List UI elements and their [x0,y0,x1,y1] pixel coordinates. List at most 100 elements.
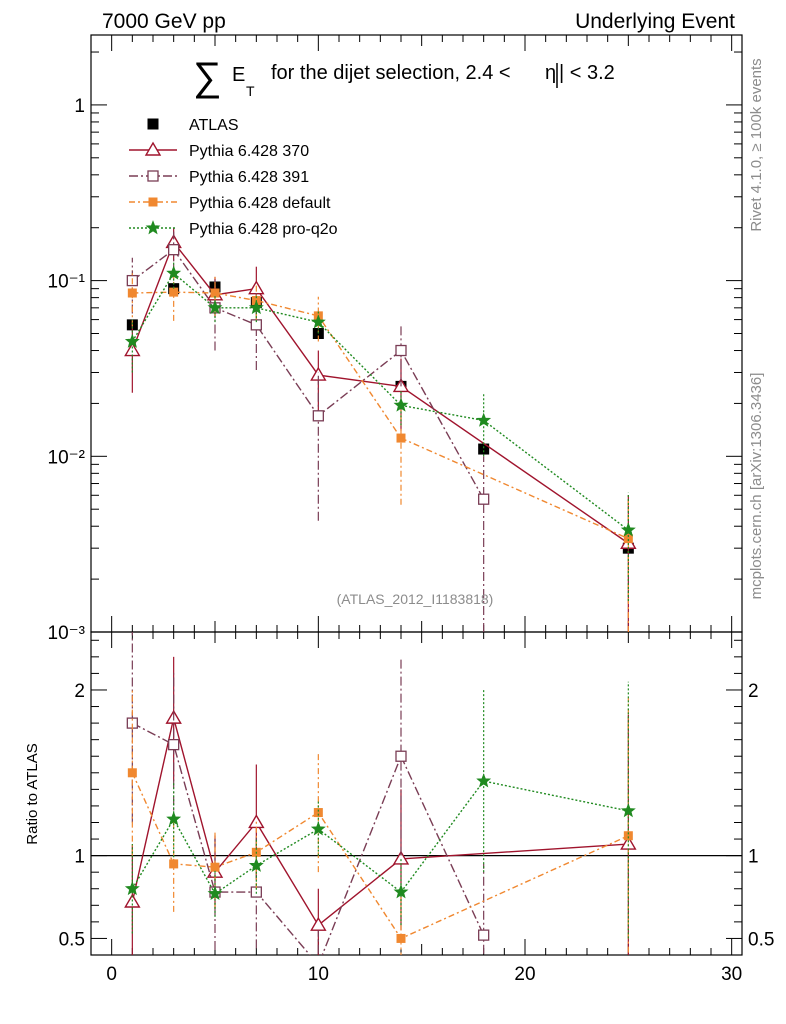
legend-marker [147,118,159,130]
legend-label: Pythia 6.428 370 [189,143,309,160]
x-tick-label: 0 [106,964,117,985]
ratio-point [476,773,492,788]
chart-title: ∑ E T for the dijet selection, 2.4 < η |… [193,55,615,99]
mc-point [623,534,633,544]
mc-point [395,344,407,357]
ratio-point [127,768,137,778]
ratio-point [313,808,323,818]
ratio-frame [90,631,743,956]
ratio-y-tick-label-right: 0.5 [748,929,774,950]
ratio-y-tick-label-left: 1 [74,847,85,868]
ratio-point [395,750,407,762]
main-y-tick-label: 1 [74,96,85,117]
legend-marker [147,170,159,182]
series-atlas [126,281,634,554]
ratio-point [478,929,490,941]
mc-point [476,412,492,427]
ratio-y-label: Ratio to ATLAS [24,743,41,844]
mc-point [312,410,324,422]
legend: ATLAS Pythia 6.428 370 Pythia 6.428 391 Pyt… [129,117,338,238]
side-label-mcplots: mcplots.cern.ch [arXiv:1306.3436] [748,373,765,600]
mc-point [127,288,137,298]
legend-label: Pythia 6.428 391 [189,169,309,186]
mc-point [124,333,140,348]
mc-point [207,299,223,315]
mc-point [396,433,406,443]
title-t: T [246,83,255,99]
ratio-point [210,862,220,872]
ratio-point [207,885,223,901]
ratio-y-tick-label-left: 0.5 [59,929,85,950]
ratio-point [623,831,633,841]
ratio-axis-ticks: 0 10 20 30 0.5 0.5 1 1 2 2 [59,632,774,985]
ratio-point [169,859,179,869]
series-pythia-6-428-391 [126,231,490,632]
watermark: (ATLAS_2012_I1183818) [337,591,494,607]
title-eta: η [545,62,556,84]
ratio-point [393,884,409,899]
main-y-tick-label: 10⁻³ [48,623,86,644]
mc-point [210,288,220,298]
legend-marker [148,197,158,207]
header-right: Underlying Event [575,10,735,33]
ratio-point [310,916,327,931]
ratio-point [310,821,326,836]
legend-item: Pythia 6.428 default [129,195,331,212]
mc-point [478,493,490,505]
main-y-tick-label: 10⁻² [48,447,86,468]
main-y-tick-label: 10⁻¹ [48,272,86,293]
main-plot-area [124,227,637,632]
x-tick-label: 10 [308,964,329,985]
ratio-plot-area [124,632,637,955]
mc-point [168,244,180,256]
series-pythia-6-428-default [127,269,633,632]
legend-item: Pythia 6.428 pro-q2o [129,220,338,238]
title-sum-symbol: ∑ [193,55,222,99]
legend-label: ATLAS [189,117,239,134]
legend-item: ATLAS [147,117,239,134]
series-line [132,291,629,540]
ratio-y-tick-label-right: 2 [748,681,759,702]
title-text: for the dijet selection, 2.4 < [271,62,511,84]
ratio-point [248,814,265,829]
ratio-point [124,880,140,896]
legend-label: Pythia 6.428 default [189,195,331,212]
ratio-point [168,738,180,751]
data-point [478,443,490,455]
legend-item: Pythia 6.428 391 [129,169,309,186]
series-line [131,272,629,531]
x-tick-label: 20 [514,964,535,985]
side-label-rivet: Rivet 4.1.0, ≥ 100k events [748,58,765,231]
ratio-series-pythia-6-428-pro-q2o [124,681,636,939]
ratio-line [131,780,629,895]
mc-point [169,287,179,297]
ratio-point [166,811,182,826]
series-line [131,248,485,500]
x-tick-label: 30 [721,964,742,985]
mc-point [124,342,141,357]
mc-point [248,299,264,315]
legend-item: Pythia 6.428 370 [129,141,309,160]
legend-label: Pythia 6.428 pro-q2o [189,221,338,238]
series-pythia-6-428-pro-q2o [124,260,636,602]
series-pythia-6-428-370 [124,227,637,632]
ratio-line [131,717,629,927]
mc-point [620,522,636,537]
ratio-point [620,803,636,818]
ratio-y-tick-label-right: 1 [748,847,759,868]
mc-point [250,319,262,331]
mc-point [310,314,326,329]
mc-point [166,265,182,280]
main-axis-ticks: 10⁻³ 10⁻² 10⁻¹ 1 [48,35,742,644]
header-left: 7000 GeV pp [102,10,226,33]
mc-point [393,397,409,412]
ratio-series-pythia-6-428-391 [126,632,490,955]
ratio-y-tick-label-left: 2 [74,681,85,702]
legend-marker [144,141,162,156]
legend-marker [145,220,161,235]
title-e: E [232,64,245,86]
ratio-point [248,857,264,872]
ratio-series-pythia-6-428-370 [124,656,637,955]
title-end: | < 3.2 [559,62,615,84]
